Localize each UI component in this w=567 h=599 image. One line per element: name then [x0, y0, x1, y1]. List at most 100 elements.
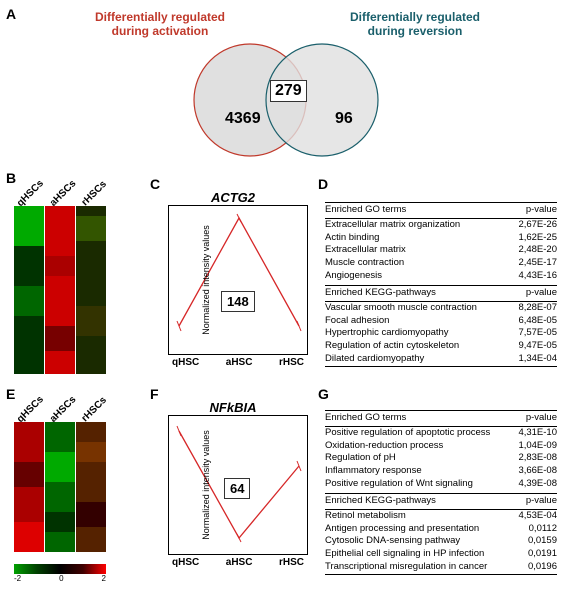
table-row: Angiogenesis 4,43E-16	[325, 270, 557, 283]
chart-f: NFkBIA Normalized intensity values 64 qH…	[158, 400, 308, 568]
row-term: Actin binding	[325, 232, 379, 245]
chart-f-ylabel: Normalized intensity values	[201, 430, 211, 540]
table-d-go-header: Enriched GO terms p-value	[325, 202, 557, 219]
chart-f-x3: rHSC	[279, 557, 304, 568]
heatmap-e-labels: qHSCs aHSCs rHSCs	[14, 404, 106, 415]
heatmap-legend-ticks: -2 0 2	[14, 574, 106, 583]
venn-right-title-l2: during reversion	[368, 24, 463, 38]
row-pvalue: 0,0196	[528, 561, 557, 574]
row-pvalue: 7,57E-05	[518, 327, 557, 340]
venn-left-count: 4369	[225, 110, 261, 128]
row-pvalue: 2,67E-26	[518, 219, 557, 232]
table-row: Positive regulation of Wnt signaling4,39…	[325, 478, 557, 491]
heatmap-e-col-r: rHSCs	[80, 395, 109, 424]
row-term: Retinol metabolism	[325, 510, 406, 523]
venn-left-title: Differentially regulated during activati…	[70, 10, 250, 39]
heatmap-e-col-q: qHSCs	[15, 394, 46, 425]
row-term: Positive regulation of apoptotic process	[325, 427, 490, 440]
table-d-go-rows: Extracellular matrix organization2,67E-2…	[325, 219, 557, 283]
chart-c-box: Normalized intensity values 148	[168, 205, 308, 355]
table-g-kegg-header: Enriched KEGG-pathways p-value	[325, 493, 557, 510]
row-pvalue: 4,53E-04	[518, 510, 557, 523]
venn-left-title-l1: Differentially regulated	[95, 10, 225, 24]
heatmap-e: qHSCs aHSCs rHSCs	[14, 416, 106, 551]
table-row: Positive regulation of apoptotic process…	[325, 427, 557, 440]
table-g-go-hr: p-value	[526, 412, 557, 425]
table-row: Muscle contraction2,45E-17	[325, 257, 557, 270]
row-pvalue: 1,62E-25	[518, 232, 557, 245]
table-row: Antigen processing and presentation0,011…	[325, 523, 557, 536]
legend-min: -2	[14, 574, 21, 583]
venn-left-title-l2: during activation	[112, 24, 209, 38]
chart-f-title: NFkBIA	[158, 400, 308, 415]
panel-label-d: D	[318, 176, 328, 192]
table-d-go-hr: p-value	[526, 204, 557, 217]
heatmap-legend-bar	[14, 564, 106, 574]
row-pvalue: 6,48E-05	[518, 315, 557, 328]
heatmap-col-r: rHSCs	[80, 179, 109, 208]
row-term: Muscle contraction	[325, 257, 404, 270]
table-g-go-header: Enriched GO terms p-value	[325, 410, 557, 427]
heatmap-legend: -2 0 2	[14, 564, 106, 583]
panel-label-a: A	[6, 6, 16, 22]
table-g-kegg-rows: Retinol metabolism4,53E-04Antigen proces…	[325, 510, 557, 575]
chart-c-ylabel: Normalized intensity values	[201, 225, 211, 335]
row-term: Cytosolic DNA-sensing pathway	[325, 535, 460, 548]
heatmap-e-svg	[14, 422, 106, 552]
table-row: Dilated cardiomyopathy1,34E-04	[325, 353, 557, 366]
panel-label-b: B	[6, 170, 16, 186]
chart-f-x2: aHSC	[226, 557, 253, 568]
panel-label-e: E	[6, 386, 15, 402]
heatmap-b-svg	[14, 206, 106, 374]
row-pvalue: 2,83E-08	[518, 452, 557, 465]
row-term: Transcriptional misregulation in cancer	[325, 561, 487, 574]
venn-intersection-count: 279	[270, 80, 307, 102]
table-row: Regulation of pH2,83E-08	[325, 452, 557, 465]
table-g-go-rows: Positive regulation of apoptotic process…	[325, 427, 557, 491]
table-g-kegg-hl: Enriched KEGG-pathways	[325, 495, 436, 508]
table-d-kegg-header: Enriched KEGG-pathways p-value	[325, 285, 557, 302]
table-row: Oxidation-reduction process 1,04E-09	[325, 440, 557, 453]
row-term: Dilated cardiomyopathy	[325, 353, 424, 366]
venn-right-title: Differentially regulated during reversio…	[325, 10, 505, 39]
venn-right-count: 96	[335, 110, 353, 128]
row-term: Oxidation-reduction process	[325, 440, 443, 453]
chart-f-count: 64	[224, 478, 250, 499]
row-term: Focal adhesion	[325, 315, 389, 328]
table-row: Regulation of actin cytoskeleton9,47E-05	[325, 340, 557, 353]
heatmap-e-col-a: aHSCs	[48, 394, 79, 425]
row-pvalue: 4,39E-08	[518, 478, 557, 491]
table-row: Epithelial cell signaling in HP infectio…	[325, 548, 557, 561]
row-pvalue: 8,28E-07	[518, 302, 557, 315]
table-row: Actin binding 1,62E-25	[325, 232, 557, 245]
legend-max: 2	[102, 574, 106, 583]
table-row: Transcriptional misregulation in cancer 0…	[325, 561, 557, 574]
table-row: Extracellular matrix2,48E-20	[325, 244, 557, 257]
row-term: Angiogenesis	[325, 270, 382, 283]
venn-right-title-l1: Differentially regulated	[350, 10, 480, 24]
heatmap-col-q: qHSCs	[15, 178, 46, 209]
legend-mid: 0	[59, 574, 63, 583]
row-pvalue: 0,0159	[528, 535, 557, 548]
table-d-go-hl: Enriched GO terms	[325, 204, 406, 217]
venn-diagram: Differentially regulated during activati…	[130, 10, 440, 160]
row-term: Antigen processing and presentation	[325, 523, 479, 536]
row-pvalue: 1,04E-09	[518, 440, 557, 453]
table-row: Cytosolic DNA-sensing pathway 0,0159	[325, 535, 557, 548]
panel-label-g: G	[318, 386, 329, 402]
table-row: Focal adhesion 6,48E-05	[325, 315, 557, 328]
chart-f-x1: qHSC	[172, 557, 199, 568]
chart-c-x1: qHSC	[172, 357, 199, 368]
table-row: Inflammatory response3,66E-08	[325, 465, 557, 478]
chart-c-xaxis: qHSC aHSC rHSC	[168, 355, 308, 368]
table-d: Enriched GO terms p-value Extracellular …	[325, 202, 557, 367]
row-pvalue: 0,0191	[528, 548, 557, 561]
table-g-kegg-hr: p-value	[526, 495, 557, 508]
table-row: Hypertrophic cardiomyopathy7,57E-05	[325, 327, 557, 340]
row-pvalue: 4,43E-16	[518, 270, 557, 283]
row-pvalue: 2,48E-20	[518, 244, 557, 257]
table-row: Retinol metabolism 4,53E-04	[325, 510, 557, 523]
chart-c-x2: aHSC	[226, 357, 253, 368]
row-term: Epithelial cell signaling in HP infectio…	[325, 548, 484, 561]
chart-f-box: Normalized intensity values 64	[168, 415, 308, 555]
